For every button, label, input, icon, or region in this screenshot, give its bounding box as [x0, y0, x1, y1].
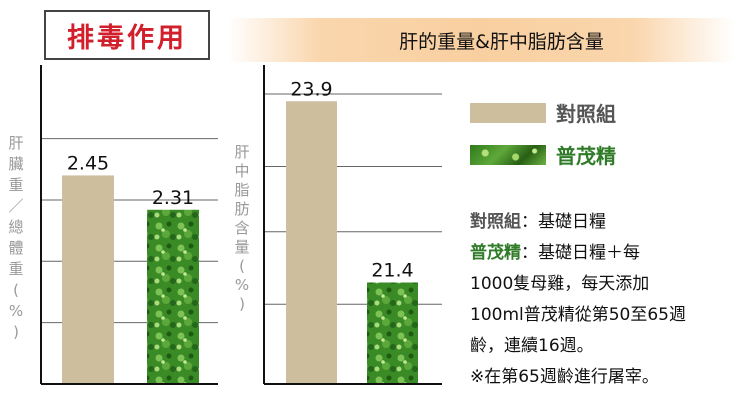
note-footnote: ※在第65週齡進行屠宰。 [470, 367, 659, 387]
note-control-key: 對照組 [470, 212, 521, 232]
note-treatment-line-4: 齡，連續16週。 [470, 336, 594, 356]
y-axis-label-char: ) [239, 295, 245, 313]
data-label-treatment: 2.31 [152, 187, 194, 209]
legend-control-swatch [470, 102, 546, 123]
y-axis-label-char: % [9, 302, 23, 320]
note-treatment-text-1: ：基礎日糧＋每 [521, 243, 640, 263]
y-axis-label-char: ( [13, 281, 19, 299]
bar-treatment [367, 282, 418, 384]
liver-fat-chart: 23.9 21.4 肝中脂肪含量(%) [234, 65, 442, 385]
notes-block: 對照組：基礎日糧 普茂精：基礎日糧＋每 1000隻母雞，每天添加 100ml普茂… [470, 207, 735, 393]
note-treatment: 普茂精：基礎日糧＋每 [470, 238, 735, 269]
note-treatment-line-3: 100ml普茂精從第50至65週 [470, 305, 686, 325]
legend-treatment-label: 普茂精 [556, 144, 616, 168]
legend-treatment-swatch [470, 144, 546, 165]
bar-treatment [147, 209, 199, 384]
y-axis-label-char: ) [13, 323, 19, 341]
data-label-treatment: 21.4 [371, 260, 413, 282]
data-label-control: 23.9 [290, 78, 332, 100]
y-axis-label-char: % [235, 276, 249, 294]
y-axis-label-char: 重 [8, 260, 23, 278]
legend-control-label: 對照組 [556, 102, 616, 126]
legend-control: 對照組 [470, 98, 616, 127]
y-axis-label-char: 臟 [8, 155, 23, 173]
section-badge: 排毒作用 [44, 10, 210, 60]
note-treatment-key: 普茂精 [470, 243, 521, 263]
y-axis-label-char: 肝 [8, 134, 23, 152]
y-axis-label-char: 總 [8, 218, 23, 236]
y-axis-label-char: ( [239, 257, 245, 275]
y-axis-label-char: 脂 [234, 181, 249, 199]
legend-treatment: 普茂精 [470, 140, 616, 169]
y-axis-label-char: 肪 [234, 200, 249, 218]
y-axis-label-char: 肝 [234, 143, 249, 161]
chart-banner-title: 肝的重量&肝中脂肪含量 [228, 18, 735, 62]
y-axis-label-char: 重 [8, 176, 23, 194]
y-axis-label-char: ／ [8, 197, 23, 215]
y-axis-label-char: 中 [234, 162, 249, 180]
data-label-control: 2.45 [67, 152, 109, 174]
y-axis-label-char: 體 [8, 239, 23, 257]
y-axis-label-char: 量 [234, 238, 249, 256]
note-control-text: ：基礎日糧 [521, 212, 606, 232]
bar-control [286, 101, 337, 384]
y-axis-label-char: 含 [234, 219, 249, 237]
bar-control [62, 175, 114, 384]
note-treatment-line-2: 1000隻母雞，每天添加 [470, 274, 650, 294]
note-control: 對照組：基礎日糧 [470, 207, 735, 238]
